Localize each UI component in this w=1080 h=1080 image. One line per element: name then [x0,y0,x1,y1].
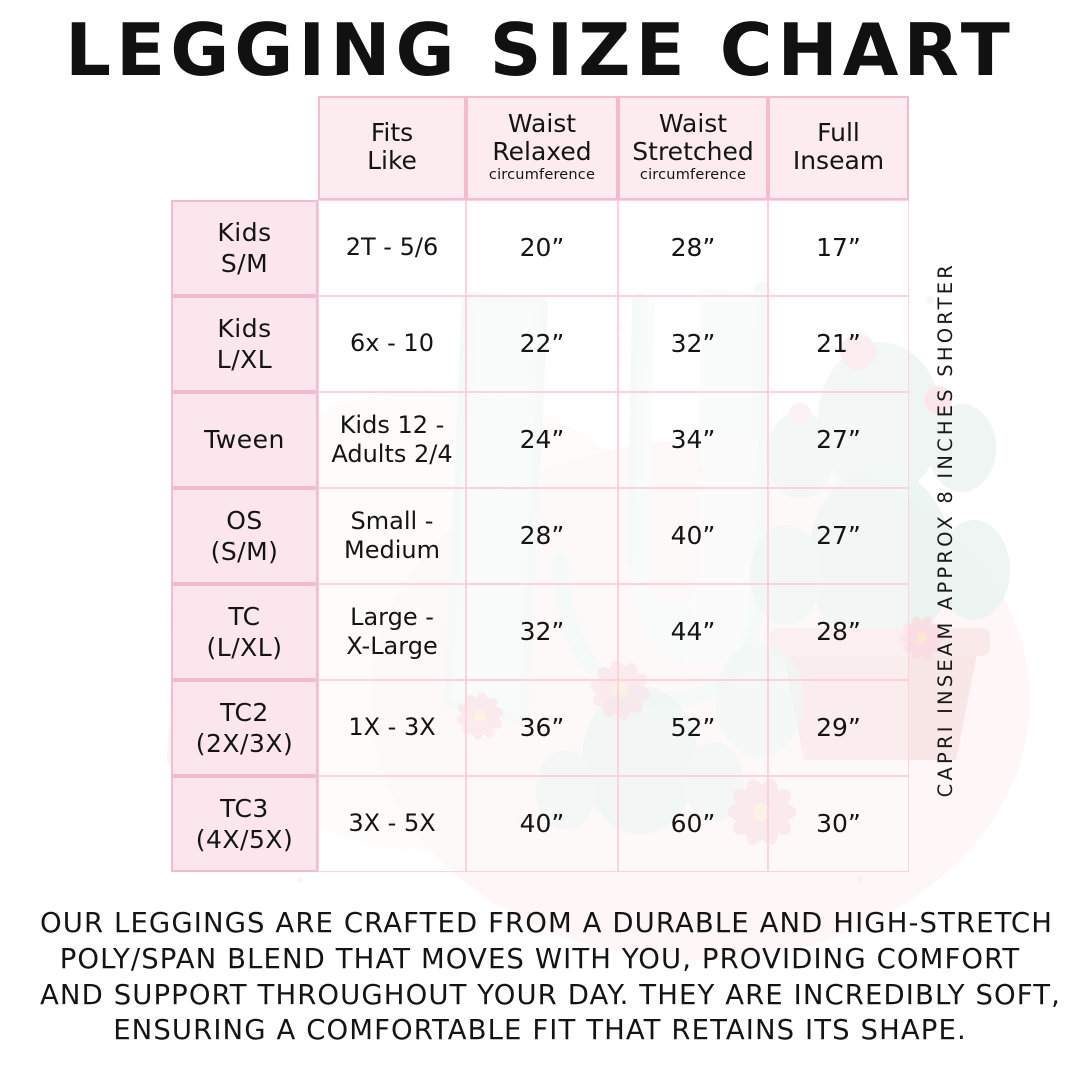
size-label-line-1: OS [226,505,263,535]
row-size-label: TC (L/XL) [171,584,318,680]
capri-inseam-note: CAPRI INSEAM APPROX 8 INCHES SHORTER [922,240,968,820]
cell-waist-relaxed: 22” [466,296,618,392]
fits-like-line-1: 1X - 3X [348,713,436,742]
footer-line-1: OUR LEGGINGS ARE CRAFTED FROM A DURABLE … [40,907,1054,939]
size-label-line-2: (S/M) [210,537,279,566]
fits-like-line-1: Large - [350,602,434,631]
cell-waist-relaxed: 40” [466,776,618,872]
fits-like-line-2: Medium [344,536,440,564]
row-size-label: OS (S/M) [171,488,318,584]
header-corner-blank [171,96,318,200]
cell-waist-relaxed: 20” [466,200,618,296]
size-label-line-1: Kids [217,313,272,343]
size-label-line-1: Tween [204,425,285,455]
cell-waist-stretched: 28” [618,200,768,296]
size-label-line-1: Kids [217,217,272,247]
cell-waist-stretched: 32” [618,296,768,392]
row-size-label: TC3 (4X/5X) [171,776,318,872]
cell-fits-like: 2T - 5/6 [318,200,466,296]
cell-waist-stretched: 40” [618,488,768,584]
cell-waist-relaxed: 24” [466,392,618,488]
header-line-2: Stretched [632,137,754,167]
cell-waist-stretched: 34” [618,392,768,488]
size-label-line-2: S/M [220,249,269,278]
size-label-line-2: (L/XL) [206,633,283,662]
legging-size-table: Fits Like Waist Relaxed circumference Wa… [171,96,909,872]
cell-waist-stretched: 44” [618,584,768,680]
fits-like-line-1: 3X - 5X [348,809,436,838]
cell-waist-relaxed: 36” [466,680,618,776]
footer-line-3: AND SUPPORT THROUGHOUT YOUR DAY. THEY AR… [40,978,1061,1011]
cell-full-inseam: 21” [768,296,909,392]
cell-full-inseam: 17” [768,200,909,296]
fits-like-line-1: Small - [350,506,434,535]
table-row: TC (L/XL) Large - X-Large 32” 44” 28” [171,584,909,680]
cell-waist-relaxed: 32” [466,584,618,680]
table-header-row: Fits Like Waist Relaxed circumference Wa… [171,96,909,200]
cell-waist-stretched: 52” [618,680,768,776]
cell-waist-stretched: 60” [618,776,768,872]
table-row: OS (S/M) Small - Medium 28” 40” 27” [171,488,909,584]
cell-waist-relaxed: 28” [466,488,618,584]
table-body: Kids S/M 2T - 5/6 20” 28” 17” Kids L/XL 6x - 10 2… [171,200,909,872]
fabric-description: OUR LEGGINGS ARE CRAFTED FROM A DURABLE … [40,906,1061,1049]
cell-full-inseam: 30” [768,776,909,872]
cell-fits-like: Small - Medium [318,488,466,584]
page-title: LEGGING SIZE CHART [65,8,1015,92]
header-line-1: Full [817,118,860,147]
size-label-line-2: L/XL [216,345,273,374]
table-row: TC2 (2X/3X) 1X - 3X 36” 52” 29” [171,680,909,776]
size-label-line-2: (2X/3X) [195,729,294,758]
cell-full-inseam: 28” [768,584,909,680]
cell-fits-like: Large - X-Large [318,584,466,680]
table-row: Kids S/M 2T - 5/6 20” 28” 17” [171,200,909,296]
header-line-1: Fits [370,118,414,147]
capri-inseam-note-text: CAPRI INSEAM APPROX 8 INCHES SHORTER [933,262,957,798]
header-line-2: Inseam [792,146,885,175]
row-size-label: Kids S/M [171,200,318,296]
cell-full-inseam: 27” [768,488,909,584]
table-row: Kids L/XL 6x - 10 22” 32” 21” [171,296,909,392]
size-label-line-1: TC3 [220,793,269,823]
row-size-label: Kids L/XL [171,296,318,392]
column-header-full-inseam: Full Inseam [768,96,909,200]
table-row: Tween Kids 12 - Adults 2/4 24” 34” 27” [171,392,909,488]
size-label-line-1: TC2 [220,697,269,727]
cell-fits-like: Kids 12 - Adults 2/4 [318,392,466,488]
cell-fits-like: 1X - 3X [318,680,466,776]
cell-fits-like: 6x - 10 [318,296,466,392]
size-label-line-2: (4X/5X) [195,825,294,854]
footer-line-2: POLY/SPAN BLEND THAT MOVES WITH YOU, PRO… [59,942,1021,975]
header-line-1: Waist [507,109,577,139]
column-header-fits-like: Fits Like [318,96,466,200]
header-line-2: Like [367,146,417,175]
header-subtext: circumference [488,167,596,184]
cell-full-inseam: 27” [768,392,909,488]
row-size-label: TC2 (2X/3X) [171,680,318,776]
fits-like-line-1: Kids 12 - [339,410,445,439]
fits-like-line-1: 6x - 10 [350,329,434,358]
header-line-2: Relaxed [492,137,592,167]
fits-like-line-2: X-Large [346,632,438,660]
cell-fits-like: 3X - 5X [318,776,466,872]
fits-like-line-1: 2T - 5/6 [345,233,439,262]
row-size-label: Tween [171,392,318,488]
cell-full-inseam: 29” [768,680,909,776]
table-row: TC3 (4X/5X) 3X - 5X 40” 60” 30” [171,776,909,872]
header-line-1: Waist [658,109,728,139]
header-subtext: circumference [639,167,747,184]
column-header-waist-relaxed: Waist Relaxed circumference [466,96,618,200]
size-label-line-1: TC [228,601,261,631]
column-header-waist-stretched: Waist Stretched circumference [618,96,768,200]
fits-like-line-2: Adults 2/4 [331,440,453,468]
footer-line-4: ENSURING A COMFORTABLE FIT THAT RETAINS … [113,1014,967,1047]
